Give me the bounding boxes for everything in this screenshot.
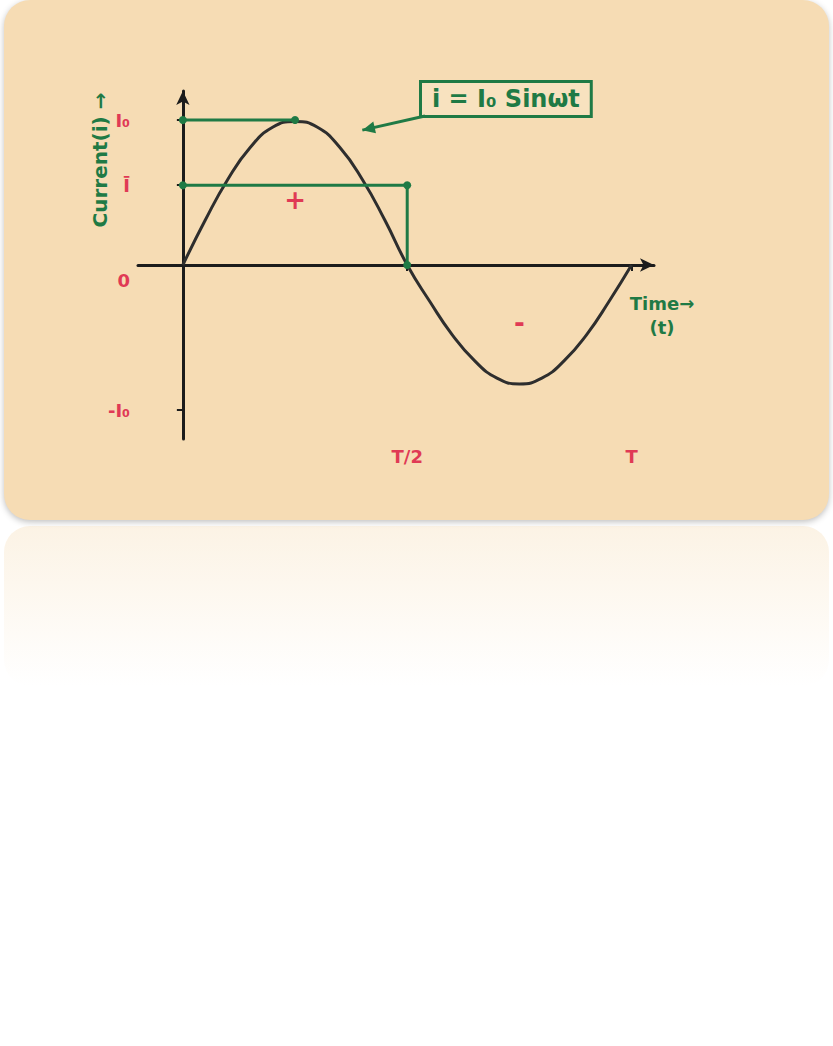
svg-text:T: T: [625, 446, 638, 467]
svg-text:T/2: T/2: [392, 446, 423, 467]
svg-text:(t): (t): [649, 317, 674, 338]
svg-text:+: +: [284, 185, 306, 215]
svg-text:0: 0: [117, 270, 130, 291]
svg-text:I₀: I₀: [115, 110, 130, 131]
svg-text:Ī: Ī: [123, 175, 130, 196]
svg-text:-: -: [514, 308, 525, 338]
svg-text:Time→: Time→: [630, 293, 695, 314]
svg-text:i = I₀ Sinωt: i = I₀ Sinωt: [432, 85, 580, 113]
svg-text:Current(i) →: Current(i) →: [88, 93, 112, 228]
svg-text:-I₀: -I₀: [108, 400, 130, 421]
